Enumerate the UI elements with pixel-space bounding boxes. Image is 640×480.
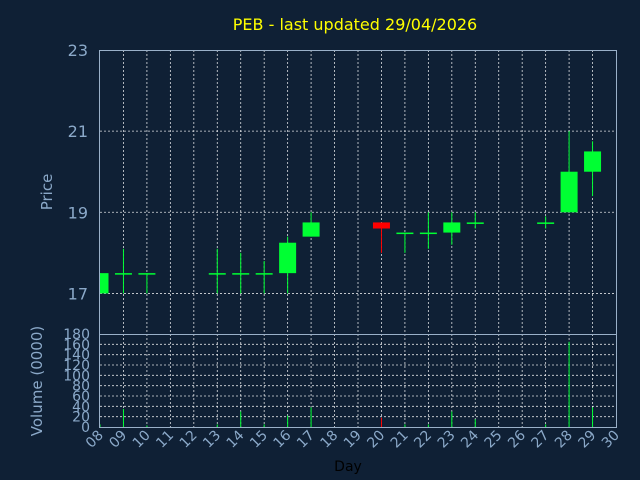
candle-body [537, 222, 555, 224]
price-axis-label: Price [38, 174, 56, 211]
candle-body [419, 232, 437, 235]
x-axis-label: Day [334, 459, 362, 475]
volume-tick-label: 100 [63, 368, 90, 384]
price-tick-label: 23 [68, 41, 88, 60]
volume-plot-border [99, 334, 617, 428]
volume-bars [99, 341, 594, 427]
chart-title: PEB - last updated 29/04/2026 [233, 15, 477, 34]
price-tick-label: 17 [68, 284, 88, 303]
candles [99, 131, 602, 294]
candle-body [372, 222, 390, 229]
volume-tick-label: 160 [63, 337, 90, 353]
candle [396, 232, 414, 253]
volume-axis-label: Volume (0000) [28, 326, 46, 436]
candle [114, 248, 132, 294]
candle-body [279, 242, 297, 274]
candle [466, 212, 484, 229]
candle [255, 260, 273, 294]
candle-body [396, 232, 414, 235]
candle [138, 273, 156, 294]
candle [279, 236, 297, 294]
candle [232, 252, 250, 294]
volume-tick-label: 20 [72, 410, 90, 426]
price-tick-label: 21 [68, 122, 88, 141]
candle [560, 131, 578, 213]
candle-body [443, 222, 461, 233]
volume-tick-label: 40 [72, 399, 90, 415]
candle [419, 212, 437, 249]
price-tick-label: 19 [68, 203, 88, 222]
candle [99, 273, 109, 294]
volume-tick-label: 60 [72, 389, 90, 405]
candle [372, 222, 390, 253]
volume-tick-label: 180 [63, 327, 90, 343]
candle-body [255, 273, 273, 275]
candle-body [466, 222, 484, 224]
candle [584, 141, 602, 197]
candle [537, 216, 555, 229]
candle-body [114, 273, 132, 275]
candle-body [100, 273, 109, 294]
volume-tick-label: 120 [63, 358, 90, 374]
candle-body [232, 273, 250, 275]
volume-tick-label: 0 [81, 420, 90, 436]
candle [208, 248, 226, 294]
price-tick-labels: 17 19 21 23 [68, 41, 88, 303]
candle-body [208, 273, 226, 275]
candle-body [560, 171, 578, 213]
candle-body [302, 222, 320, 237]
volume-tick-label: 80 [72, 379, 90, 395]
candle-body [584, 151, 602, 172]
candle-body [138, 273, 156, 275]
volume-tick-label: 140 [63, 348, 90, 364]
x-tick-labels: 08 09 10 11 12 13 14 15 16 17 18 19 20 21 22 23 24 25 26 27… [83, 427, 623, 451]
candle [302, 212, 320, 237]
candle [443, 212, 461, 245]
